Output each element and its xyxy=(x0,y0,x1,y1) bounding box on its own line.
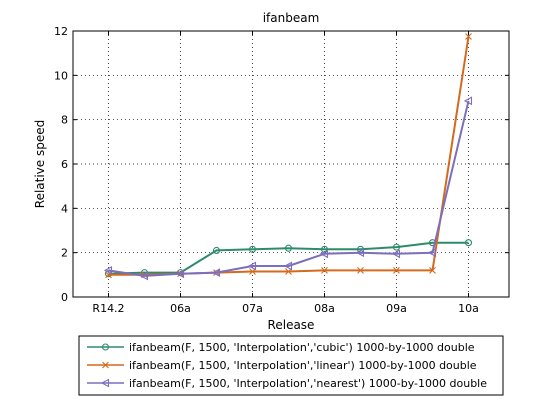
data-point xyxy=(429,267,436,274)
data-point xyxy=(321,267,328,274)
data-point xyxy=(357,267,364,274)
data-point xyxy=(175,269,185,279)
chart-title: ifanbeam xyxy=(263,11,320,25)
series-line-1 xyxy=(108,241,469,275)
y-tick-label: 8 xyxy=(61,114,68,127)
x-tick-label: 06a xyxy=(170,302,191,315)
legend-label: ifanbeam(F, 1500, 'Interpolation','cubic… xyxy=(129,341,475,354)
series-group xyxy=(103,33,473,281)
marker-stroke xyxy=(102,361,109,369)
legend-marker xyxy=(102,361,109,369)
x-tick-label: 09a xyxy=(386,302,407,315)
data-point xyxy=(355,248,365,258)
data-point xyxy=(391,249,401,259)
y-tick-label: 12 xyxy=(54,25,68,38)
x-tick-label: 07a xyxy=(242,302,263,315)
data-point xyxy=(248,245,257,253)
y-tick-label: 2 xyxy=(61,247,68,260)
x-tick-label: 08a xyxy=(314,302,335,315)
data-point xyxy=(464,239,473,247)
grid xyxy=(73,31,509,297)
series-line-3 xyxy=(108,100,470,277)
x-tick-label: R14.2 xyxy=(92,302,124,315)
marker-stroke xyxy=(321,267,328,274)
y-axis-label: Relative speed xyxy=(33,120,47,208)
y-tick-label: 10 xyxy=(54,69,68,82)
data-point xyxy=(212,246,221,254)
plot-area xyxy=(73,31,509,297)
y-tick-label: 6 xyxy=(61,158,68,171)
data-point xyxy=(427,248,437,258)
data-point xyxy=(247,261,257,271)
legend-label: ifanbeam(F, 1500, 'Interpolation','neare… xyxy=(129,377,487,390)
x-axis-label: Release xyxy=(268,318,315,332)
marker-stroke xyxy=(357,267,364,274)
marker-stroke xyxy=(429,267,436,274)
data-point xyxy=(392,243,401,251)
x-tick-label: 10a xyxy=(458,302,479,315)
marker-stroke xyxy=(393,267,400,274)
y-tick-label: 4 xyxy=(61,202,68,215)
legend-marker xyxy=(101,343,110,351)
axes: 0 2 4 6 8 10 12 R14.2 06a 07a 08a 09a 10a xyxy=(54,25,509,315)
data-point xyxy=(393,267,400,274)
y-tick-label: 0 xyxy=(61,291,68,304)
legend-label: ifanbeam(F, 1500, 'Interpolation','linea… xyxy=(129,359,477,372)
data-point xyxy=(283,261,293,271)
data-point xyxy=(465,33,472,40)
marker-stroke xyxy=(465,33,472,40)
data-point xyxy=(211,268,221,278)
data-point xyxy=(319,249,329,259)
legend-box xyxy=(78,335,504,396)
data-point xyxy=(284,244,293,252)
data-point xyxy=(463,96,473,106)
legend: ifanbeam(F, 1500, 'Interpolation','cubic… xyxy=(78,335,504,396)
legend-marker xyxy=(100,378,110,388)
data-point xyxy=(103,265,113,275)
data-point xyxy=(139,271,149,281)
